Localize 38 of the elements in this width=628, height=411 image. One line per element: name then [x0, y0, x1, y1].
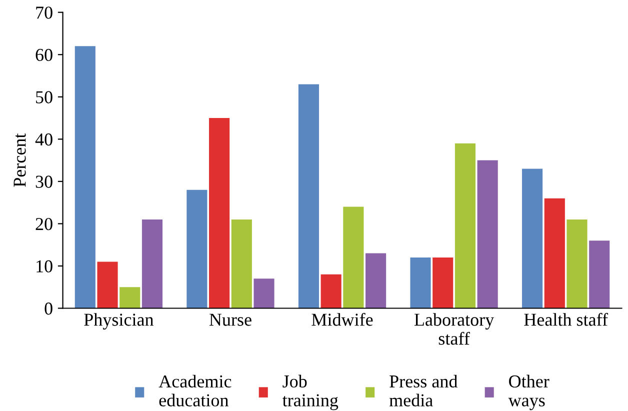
- y-axis-title: Percent: [14, 133, 26, 187]
- x-tick-label: Health staff: [524, 312, 608, 326]
- bar: [544, 198, 565, 308]
- bar: [254, 278, 274, 308]
- bar: [231, 219, 252, 308]
- bar: [97, 262, 118, 308]
- bar: [320, 274, 342, 308]
- y-tick-label: 20: [36, 218, 52, 230]
- bar: [74, 46, 96, 308]
- x-tick-label: Nurse: [209, 314, 252, 326]
- y-tick-label: 30: [36, 176, 52, 188]
- bar: [209, 118, 230, 308]
- y-tick-label: 60: [36, 48, 52, 62]
- y-tick-label: 40: [35, 133, 52, 146]
- x-tick-label: Midwife: [312, 312, 373, 326]
- x-tick-label: Laboratory staff: [414, 313, 494, 345]
- y-tick-label: 0: [44, 302, 52, 315]
- bar: [343, 206, 364, 308]
- bar: [366, 253, 386, 308]
- x-tick-label: Physician: [84, 313, 154, 330]
- bar: [142, 219, 163, 308]
- bar: [522, 168, 543, 308]
- legend-label: Academic education: [158, 374, 232, 406]
- bar: [566, 219, 588, 308]
- bar: [454, 143, 476, 308]
- legend-label: Press and media: [389, 374, 458, 406]
- y-tick-label: 50: [36, 91, 52, 104]
- bar: [298, 84, 320, 308]
- bar: [477, 160, 498, 308]
- legend-label: Job training: [282, 374, 338, 410]
- bar: [186, 190, 208, 308]
- bar: [589, 240, 610, 308]
- y-tick-label: 10: [36, 260, 52, 272]
- bar: [410, 258, 431, 308]
- y-tick-label: 70: [36, 6, 52, 19]
- bar: [120, 287, 140, 308]
- legend-label: Other ways: [508, 374, 550, 410]
- bar: [432, 258, 454, 308]
